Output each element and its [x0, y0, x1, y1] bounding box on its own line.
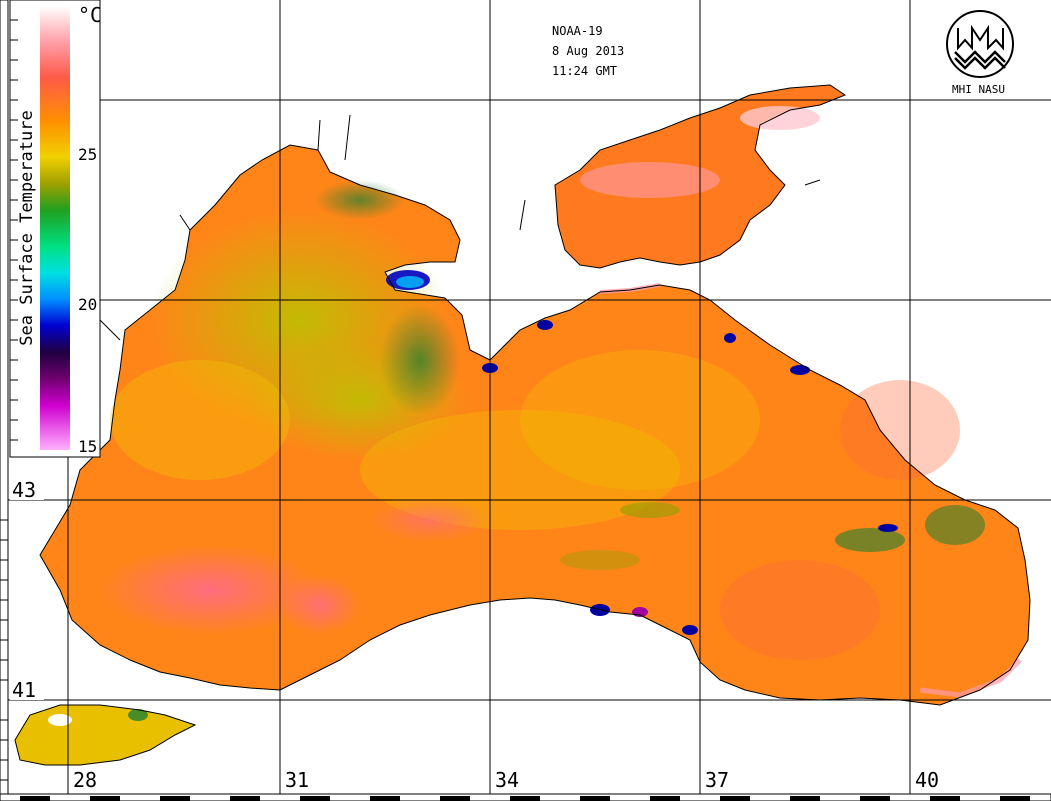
logo-text: MHI NASU	[952, 83, 1005, 96]
lon-label-37: 37	[705, 768, 729, 792]
lat-label-41: 41	[12, 678, 36, 702]
lon-label-40: 40	[915, 768, 939, 792]
lat-label-43: 43	[12, 478, 36, 502]
image-date: 8 Aug 2013	[552, 44, 624, 58]
temperature-legend: Sea Surface Temperature °C 25 20 15	[9, 0, 102, 458]
legend-tick-25: 25	[78, 145, 97, 164]
image-time: 11:24 GMT	[552, 64, 617, 78]
lon-label-31: 31	[285, 768, 309, 792]
mhi-logo	[946, 10, 1014, 78]
satellite-name: NOAA-19	[552, 24, 603, 38]
lon-label-28: 28	[73, 768, 97, 792]
legend-title: Sea Surface Temperature	[17, 110, 37, 345]
legend-tick-15: 15	[78, 437, 97, 456]
lon-label-34: 34	[495, 768, 519, 792]
legend-tick-20: 20	[78, 295, 97, 314]
legend-unit: °C	[78, 3, 102, 27]
